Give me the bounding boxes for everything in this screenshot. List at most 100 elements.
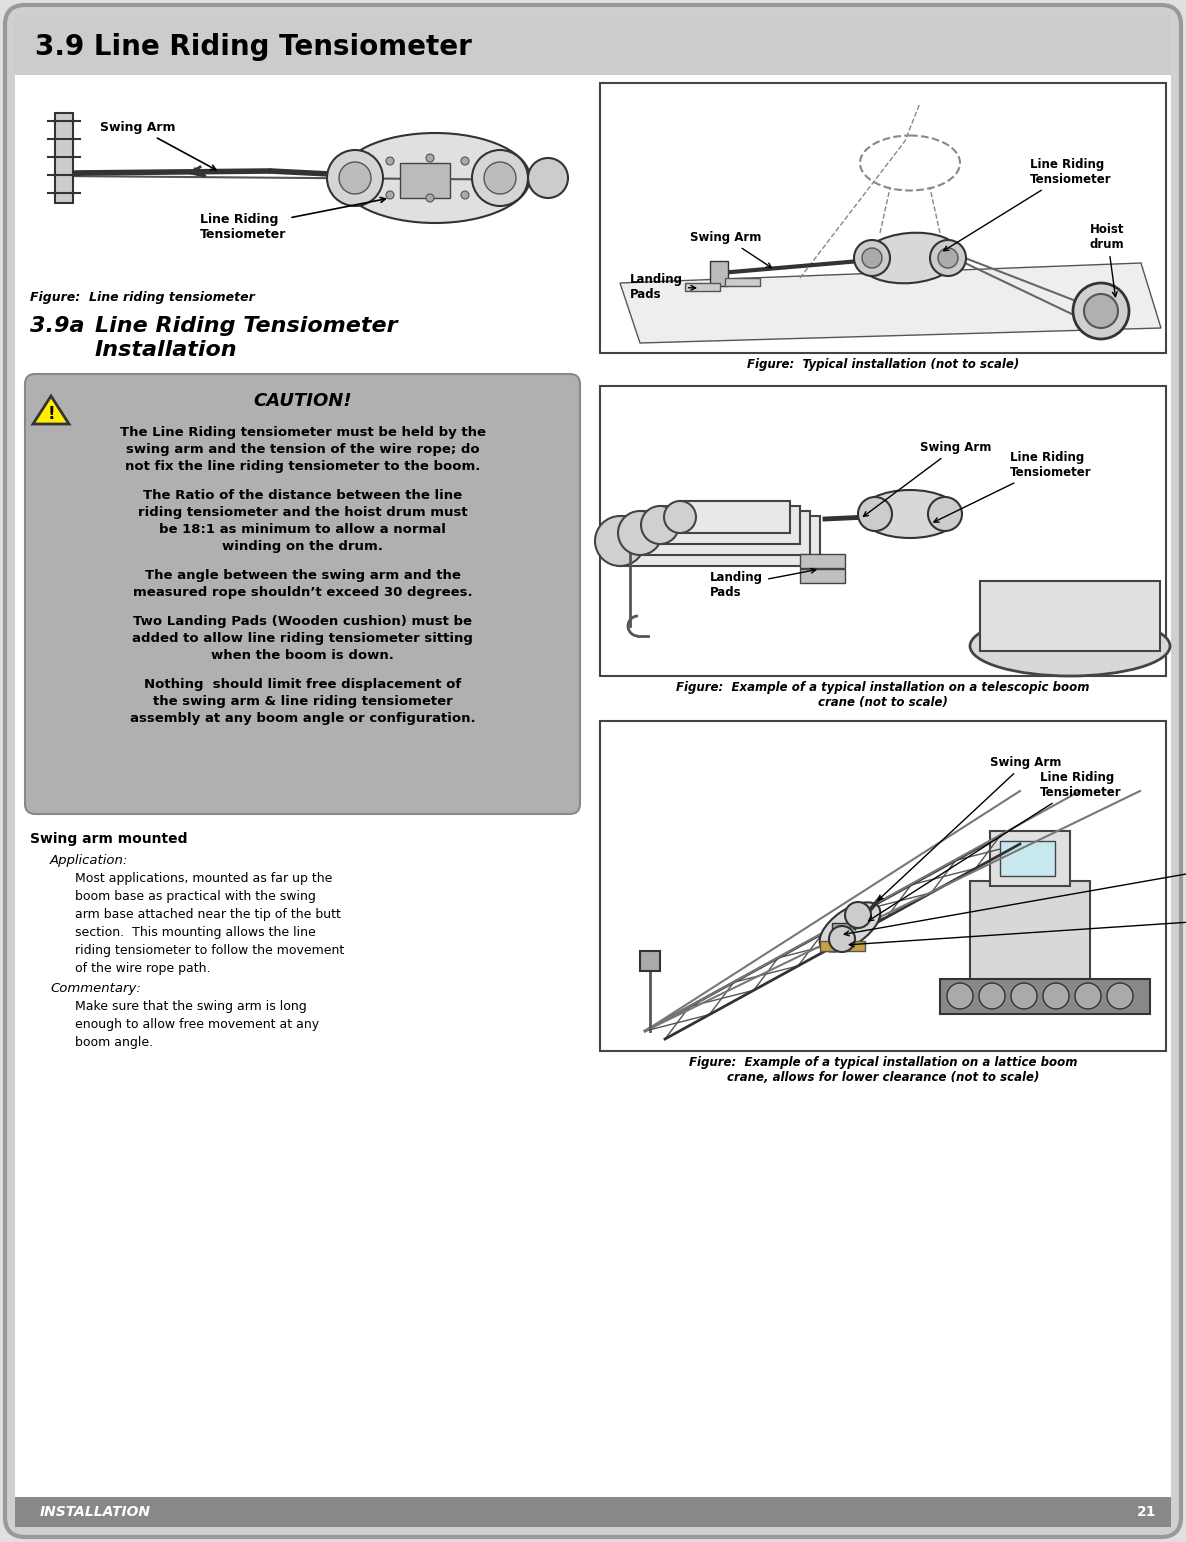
Polygon shape (33, 396, 69, 424)
Text: 3.9 Line Riding Tensiometer: 3.9 Line Riding Tensiometer (36, 32, 472, 62)
Text: Line Riding
Tensiometer: Line Riding Tensiometer (933, 450, 1091, 523)
Ellipse shape (860, 233, 959, 284)
Circle shape (844, 902, 871, 928)
Text: Line Riding
Tensiometer: Line Riding Tensiometer (868, 771, 1122, 921)
Bar (1000, 840, 1056, 876)
Text: Application:: Application: (50, 854, 128, 867)
Text: Swing Arm: Swing Arm (863, 441, 991, 517)
Circle shape (385, 191, 394, 199)
Circle shape (472, 150, 528, 207)
Text: Line Riding Tensiometer: Line Riding Tensiometer (95, 316, 397, 336)
Text: Figure:  Typical installation (not to scale): Figure: Typical installation (not to sca… (747, 358, 1019, 372)
Text: Figure:  Example of a typical installation on a telescopic boom
crane (not to sc: Figure: Example of a typical installatio… (676, 682, 1090, 709)
Circle shape (1010, 982, 1037, 1008)
Text: Most applications, mounted as far up the
boom base as practical with the swing
a: Most applications, mounted as far up the… (75, 871, 344, 975)
Circle shape (595, 517, 645, 566)
Bar (680, 501, 790, 534)
Ellipse shape (970, 615, 1171, 675)
Circle shape (978, 982, 1005, 1008)
FancyBboxPatch shape (5, 5, 1181, 1537)
Circle shape (930, 241, 967, 276)
Bar (659, 506, 801, 544)
Circle shape (339, 162, 371, 194)
Text: Landing
Pads: Landing Pads (630, 273, 696, 301)
Ellipse shape (340, 133, 530, 224)
Circle shape (618, 510, 662, 555)
Circle shape (461, 191, 468, 199)
Text: Swing Arm: Swing Arm (100, 120, 216, 170)
Text: Make sure that the swing arm is long
enough to allow free movement at any
boom a: Make sure that the swing arm is long eno… (75, 1001, 319, 1049)
Bar (820, 941, 865, 951)
Text: Commentary:: Commentary: (50, 982, 141, 995)
Bar (801, 554, 844, 567)
Bar (600, 83, 1166, 353)
Text: Nothing  should limit free displacement of
the swing arm & line riding tensiomet: Nothing should limit free displacement o… (129, 678, 476, 725)
Circle shape (461, 157, 468, 165)
FancyBboxPatch shape (25, 375, 580, 814)
Text: Landing
Pads: Landing Pads (710, 569, 816, 598)
Bar (20, 83, 585, 288)
Circle shape (426, 154, 434, 162)
Bar (640, 510, 810, 555)
Bar (400, 163, 449, 197)
Text: Bracket and
Landing Pad
(wooden cushion): Bracket and Landing Pad (wooden cushion) (849, 896, 1186, 947)
Circle shape (640, 506, 680, 544)
Bar (15, 15, 1171, 76)
Bar (710, 261, 728, 285)
Bar (725, 278, 760, 285)
Circle shape (1107, 982, 1133, 1008)
Text: Hoist
drum: Hoist drum (1090, 224, 1124, 296)
Text: The Line Riding tensiometer must be held by the
swing arm and the tension of the: The Line Riding tensiometer must be held… (120, 426, 485, 473)
Text: 21: 21 (1136, 1505, 1156, 1519)
Circle shape (1084, 295, 1118, 328)
Bar (600, 386, 1166, 675)
Bar (940, 979, 1150, 1015)
Circle shape (857, 497, 892, 530)
Ellipse shape (820, 902, 880, 951)
Text: The Ratio of the distance between the line
riding tensiometer and the hoist drum: The Ratio of the distance between the li… (138, 489, 467, 554)
Text: Line Riding
Tensiometer: Line Riding Tensiometer (944, 157, 1111, 251)
Text: Swing arm mounted: Swing arm mounted (30, 833, 187, 847)
Circle shape (1075, 982, 1101, 1008)
Text: Figure:  Line riding tensiometer: Figure: Line riding tensiometer (30, 291, 255, 304)
FancyBboxPatch shape (15, 15, 1171, 1527)
Circle shape (854, 241, 890, 276)
Circle shape (664, 501, 696, 534)
Circle shape (862, 248, 882, 268)
Bar (801, 569, 844, 583)
Text: Line Riding
Tensiometer: Line Riding Tensiometer (200, 197, 385, 241)
Bar (970, 880, 1090, 981)
Bar (600, 722, 1166, 1052)
Bar (55, 113, 74, 204)
Circle shape (938, 248, 958, 268)
Circle shape (1042, 982, 1069, 1008)
Circle shape (484, 162, 516, 194)
Text: INSTALLATION: INSTALLATION (40, 1505, 151, 1519)
Text: Swing Arm: Swing Arm (878, 756, 1061, 901)
Circle shape (327, 150, 383, 207)
Text: Installation: Installation (95, 339, 237, 359)
Bar (15, 1497, 1171, 1527)
Text: The angle between the swing arm and the
measured rope shouldn’t exceed 30 degree: The angle between the swing arm and the … (133, 569, 472, 598)
Polygon shape (620, 264, 1161, 342)
Text: 3.9a: 3.9a (30, 316, 84, 336)
Text: Figure:  Example of a typical installation on a lattice boom
crane, allows for l: Figure: Example of a typical installatio… (689, 1056, 1077, 1084)
Ellipse shape (860, 490, 959, 538)
Circle shape (829, 927, 855, 951)
Text: Mounting
Bracket
(for swing arm): Mounting Bracket (for swing arm) (844, 840, 1186, 936)
Bar (640, 951, 659, 971)
Bar (990, 831, 1070, 887)
Circle shape (1073, 284, 1129, 339)
Circle shape (946, 982, 973, 1008)
Bar (833, 924, 850, 944)
Circle shape (528, 157, 568, 197)
Bar (686, 284, 720, 291)
Bar (620, 517, 820, 566)
Text: Two Landing Pads (Wooden cushion) must be
added to allow line riding tensiometer: Two Landing Pads (Wooden cushion) must b… (132, 615, 473, 662)
Circle shape (426, 194, 434, 202)
Text: CAUTION!: CAUTION! (253, 392, 352, 410)
Bar (980, 581, 1160, 651)
Circle shape (927, 497, 962, 530)
Circle shape (385, 157, 394, 165)
Text: !: ! (47, 406, 55, 423)
